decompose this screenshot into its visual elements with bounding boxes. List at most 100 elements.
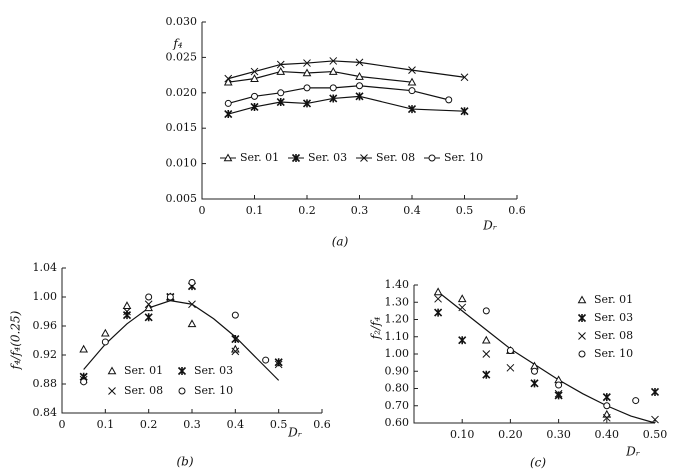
- marker: [101, 338, 109, 346]
- marker: [224, 74, 233, 83]
- x-tick-label: 0.4: [227, 418, 245, 431]
- legend-marker: [108, 387, 116, 395]
- y-tick-label: 1.00: [33, 290, 58, 303]
- y-tick-label: 0.84: [33, 406, 58, 419]
- marker: [100, 328, 110, 337]
- marker: [602, 413, 611, 422]
- legend-label: Ser. 03: [308, 151, 347, 164]
- x-tick-label: 0.3: [183, 418, 201, 431]
- marker: [145, 293, 153, 301]
- fit-curve: [437, 291, 656, 424]
- legend-marker: [360, 154, 368, 162]
- marker: [188, 279, 196, 286]
- caption: (c): [530, 456, 546, 470]
- marker: [231, 347, 240, 356]
- marker: [355, 58, 364, 67]
- axes: [201, 22, 517, 200]
- marker: [329, 94, 338, 103]
- marker: [79, 344, 89, 353]
- legend-marker: [577, 313, 587, 323]
- legend-label: Ser. 08: [124, 384, 163, 397]
- marker: [530, 379, 539, 388]
- marker: [329, 57, 338, 65]
- marker: [434, 294, 442, 303]
- x-tick-label: 0.5: [456, 204, 474, 217]
- x-axis-label: Dᵣ: [625, 445, 640, 459]
- marker: [555, 381, 563, 389]
- y-tick-label: 0.92: [33, 348, 58, 361]
- marker: [122, 311, 132, 320]
- y-tick-label: 0.60: [385, 416, 410, 429]
- legend-marker: [223, 153, 233, 162]
- legend-marker: [428, 154, 436, 162]
- legend-label: Ser. 01: [594, 293, 633, 306]
- y-tick-label: 0.96: [33, 319, 58, 332]
- y-tick-label: 0.005: [166, 192, 198, 205]
- y-tick-label: 0.015: [166, 121, 198, 134]
- x-tick-label: 0: [199, 204, 206, 217]
- fit-curve: [83, 300, 280, 381]
- marker: [122, 301, 132, 309]
- marker: [187, 319, 197, 328]
- marker: [302, 99, 312, 108]
- marker: [445, 96, 453, 104]
- y-tick-label: 0.020: [166, 86, 198, 99]
- marker: [224, 109, 233, 119]
- x-tick-label: 0.1: [246, 204, 264, 217]
- y-tick-label: 1.04: [33, 261, 58, 274]
- legend-marker: [178, 387, 186, 395]
- x-tick-label: 0.1: [97, 418, 115, 431]
- y-tick-label: 1.20: [385, 313, 410, 326]
- marker: [457, 294, 467, 303]
- marker: [408, 66, 416, 74]
- y-axis-label: f₂/f₄: [369, 317, 383, 341]
- y-tick-label: 0.70: [385, 399, 410, 412]
- x-tick-label: 0.30: [546, 428, 571, 441]
- marker: [277, 89, 285, 97]
- marker: [303, 59, 311, 67]
- marker: [250, 102, 259, 112]
- x-tick-label: 0.50: [643, 428, 668, 441]
- marker: [355, 92, 364, 101]
- legend-marker: [578, 332, 586, 340]
- marker: [632, 397, 640, 405]
- marker: [506, 363, 515, 372]
- marker: [481, 335, 491, 344]
- y-tick-label: 0.88: [33, 377, 58, 390]
- y-tick-label: 1.30: [385, 295, 410, 308]
- legend-label: Ser. 10: [594, 347, 633, 360]
- x-tick-label: 0.2: [298, 204, 316, 217]
- marker: [223, 77, 233, 86]
- marker: [166, 293, 174, 301]
- marker: [554, 389, 563, 398]
- marker: [274, 360, 283, 369]
- legend-label: Ser. 10: [194, 384, 233, 397]
- marker: [651, 415, 659, 424]
- marker: [407, 77, 417, 86]
- marker: [603, 402, 611, 410]
- y-axis-label: f₄: [172, 37, 182, 51]
- marker: [262, 356, 270, 364]
- marker: [506, 347, 514, 355]
- marker: [458, 336, 467, 345]
- legend-marker: [577, 295, 587, 304]
- legend-label: Ser. 03: [194, 364, 233, 377]
- marker: [329, 84, 337, 92]
- legend-marker: [291, 153, 301, 163]
- legend-marker: [177, 366, 187, 376]
- legend-marker: [578, 350, 586, 358]
- marker: [554, 391, 563, 400]
- y-tick-label: 0.90: [385, 364, 410, 377]
- legend-marker: [107, 366, 117, 375]
- x-tick-label: 0.4: [403, 204, 421, 217]
- marker: [650, 387, 660, 397]
- legend-label: Ser. 08: [594, 329, 633, 342]
- marker: [144, 300, 153, 309]
- series-line: [228, 85, 449, 104]
- marker: [460, 73, 469, 82]
- x-tick-label: 0.40: [595, 428, 620, 441]
- marker: [531, 367, 538, 375]
- x-axis-label: Dᵣ: [287, 426, 302, 440]
- marker: [408, 87, 416, 95]
